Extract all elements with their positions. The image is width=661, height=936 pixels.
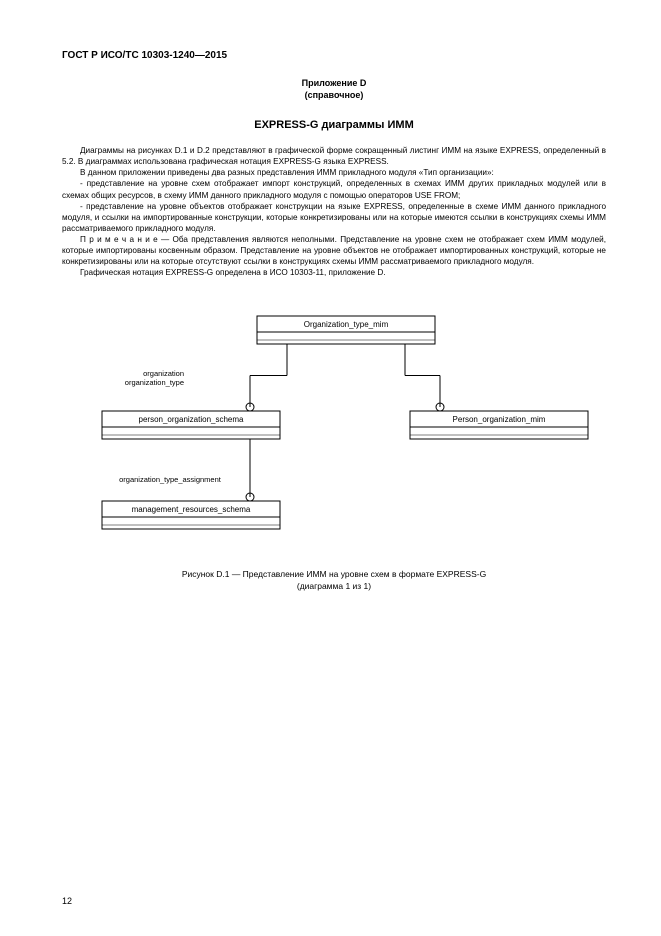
body-text: Диаграммы на рисунках D.1 и D.2 представ… xyxy=(62,145,606,278)
note-label: П р и м е ч а н и е xyxy=(80,235,158,244)
figure-caption-line: Рисунок D.1 — Представление ИММ на уровн… xyxy=(62,569,606,580)
paragraph: Диаграммы на рисунках D.1 и D.2 представ… xyxy=(62,145,606,167)
paragraph: Графическая нотация EXPRESS-G определена… xyxy=(62,267,606,278)
list-item: - представление на уровне объектов отобр… xyxy=(62,201,606,234)
svg-text:organization_type: organization_type xyxy=(125,378,184,387)
svg-text:organization: organization xyxy=(143,369,184,378)
document-id: ГОСТ Р ИСО/ТС 10303-1240—2015 xyxy=(62,50,606,61)
figure-caption-line: (диаграмма 1 из 1) xyxy=(62,581,606,592)
note-paragraph: П р и м е ч а н и е — Оба представления … xyxy=(62,234,606,267)
appendix-note: (справочное) xyxy=(62,89,606,101)
figure-caption: Рисунок D.1 — Представление ИММ на уровн… xyxy=(62,569,606,592)
page: ГОСТ Р ИСО/ТС 10303-1240—2015 Приложение… xyxy=(0,0,661,936)
svg-text:management_resources_schema: management_resources_schema xyxy=(132,505,251,514)
appendix-letter: Приложение D xyxy=(62,77,606,89)
page-title: EXPRESS-G диаграммы ИММ xyxy=(62,119,606,131)
paragraph: В данном приложении приведены два разных… xyxy=(62,167,606,178)
page-number: 12 xyxy=(62,896,72,906)
svg-text:organization_type_assignment: organization_type_assignment xyxy=(119,475,222,484)
list-item: - представление на уровне схем отображае… xyxy=(62,178,606,200)
svg-text:Person_organization_mim: Person_organization_mim xyxy=(453,415,546,424)
svg-text:person_organization_schema: person_organization_schema xyxy=(139,415,245,424)
express-g-diagram: Organization_type_mim person_organization… xyxy=(62,296,606,556)
appendix-header: Приложение D (справочное) xyxy=(62,77,606,101)
svg-text:Organization_type_mim: Organization_type_mim xyxy=(304,320,389,329)
